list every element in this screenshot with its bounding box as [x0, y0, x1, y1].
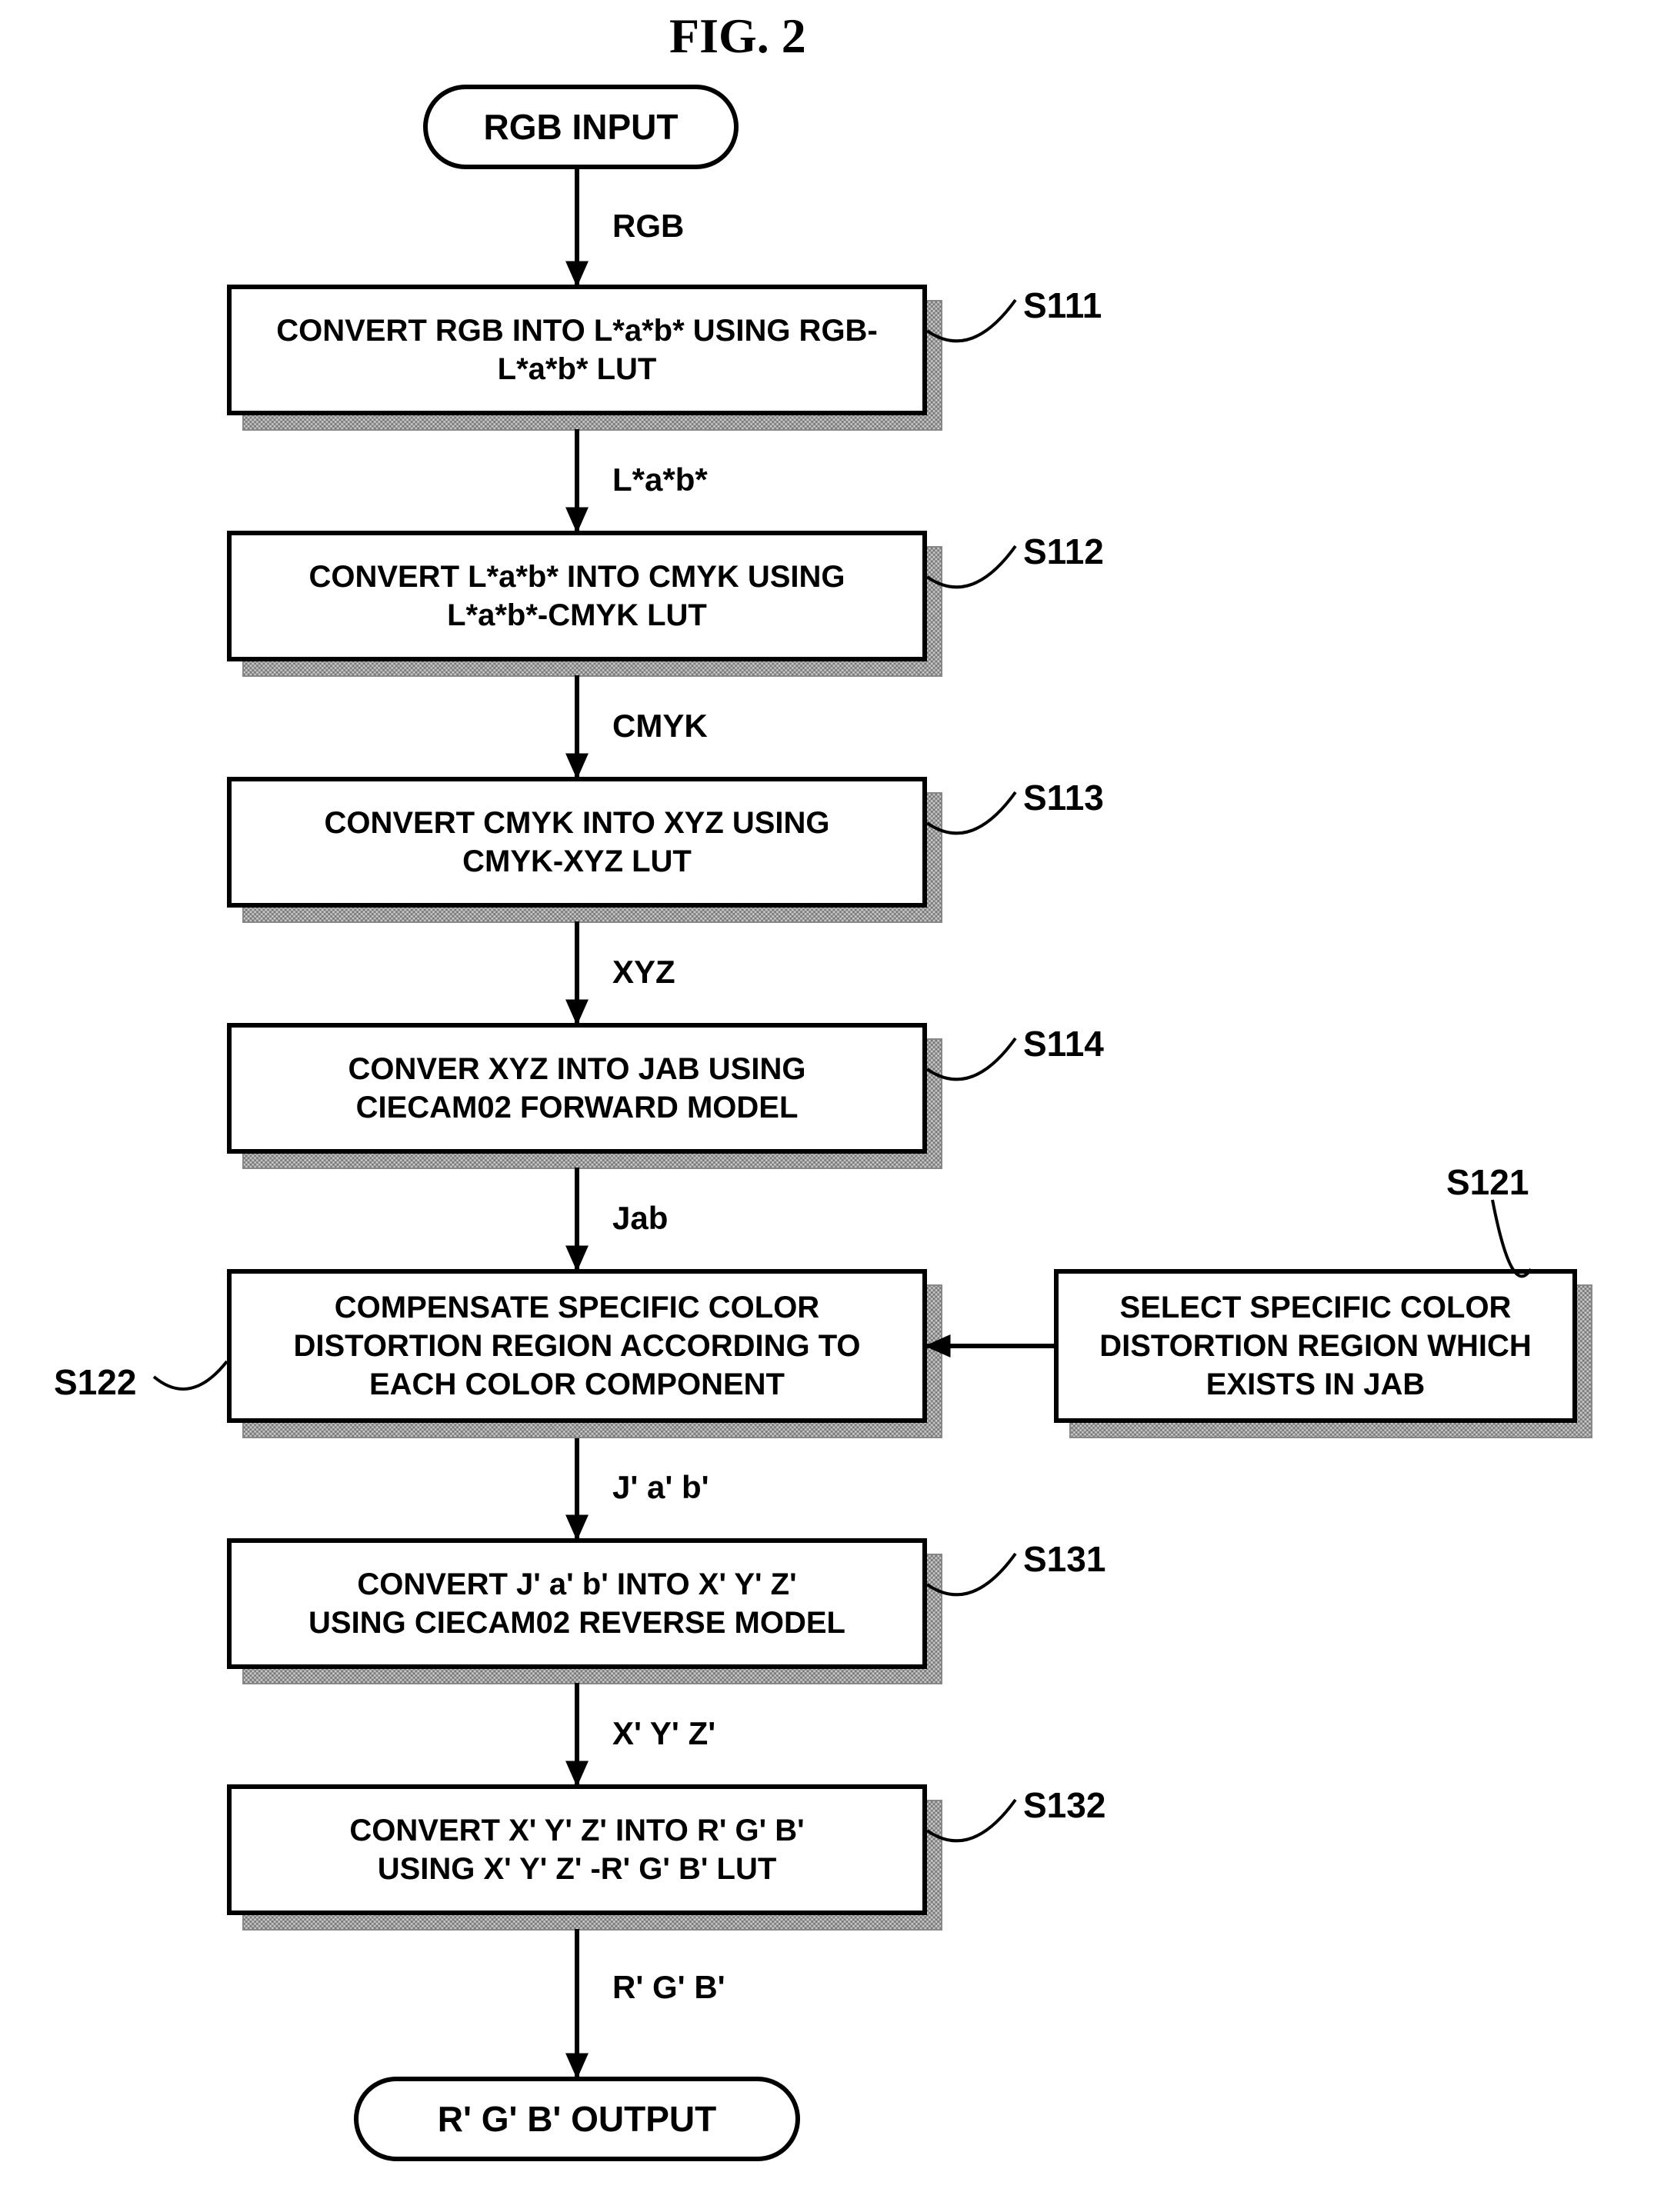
- edge-label-e4: Jab: [608, 1200, 672, 1237]
- leader-s121: [1492, 1200, 1531, 1276]
- process-s111: CONVERT RGB INTO L*a*b* USING RGB- L*a*b…: [227, 285, 942, 431]
- process-box: CONVER XYZ INTO JAB USING CIECAM02 FORWA…: [227, 1023, 927, 1154]
- edge-label-e2: CMYK: [608, 708, 712, 745]
- step-label-s112: S112: [1023, 531, 1104, 572]
- edge-label-e0: RGB: [608, 208, 689, 245]
- step-label-s114: S114: [1023, 1023, 1104, 1064]
- process-s114: CONVER XYZ INTO JAB USING CIECAM02 FORWA…: [227, 1023, 942, 1169]
- figure-title: FIG. 2: [669, 8, 806, 65]
- edge-label-e7: R' G' B': [608, 1969, 730, 2006]
- terminator-end: R' G' B' OUTPUT: [354, 2077, 800, 2161]
- step-label-s131: S131: [1023, 1538, 1105, 1580]
- edge-label-e5: J' a' b': [608, 1469, 714, 1506]
- leader-s122: [154, 1361, 227, 1389]
- process-s132: CONVERT X' Y' Z' INTO R' G' B' USING X' …: [227, 1784, 942, 1931]
- process-s112: CONVERT L*a*b* INTO CMYK USING L*a*b*-CM…: [227, 531, 942, 677]
- edge-label-e1: L*a*b*: [608, 461, 712, 498]
- process-box: COMPENSATE SPECIFIC COLOR DISTORTION REG…: [227, 1269, 927, 1423]
- step-label-s111: S111: [1023, 285, 1102, 326]
- process-box: CONVERT CMYK INTO XYZ USING CMYK-XYZ LUT: [227, 777, 927, 908]
- process-box: CONVERT RGB INTO L*a*b* USING RGB- L*a*b…: [227, 285, 927, 415]
- process-box: SELECT SPECIFIC COLOR DISTORTION REGION …: [1054, 1269, 1577, 1423]
- step-label-s121: S121: [1446, 1161, 1529, 1203]
- step-label-s122: S122: [54, 1361, 136, 1403]
- terminator-start: RGB INPUT: [423, 85, 739, 169]
- edge-label-e6: X' Y' Z': [608, 1715, 720, 1752]
- process-s121: SELECT SPECIFIC COLOR DISTORTION REGION …: [1054, 1269, 1592, 1438]
- step-label-s113: S113: [1023, 777, 1104, 818]
- edge-label-e3: XYZ: [608, 954, 680, 991]
- process-s113: CONVERT CMYK INTO XYZ USING CMYK-XYZ LUT: [227, 777, 942, 923]
- process-s122: COMPENSATE SPECIFIC COLOR DISTORTION REG…: [227, 1269, 942, 1438]
- step-label-s132: S132: [1023, 1784, 1105, 1826]
- process-s131: CONVERT J' a' b' INTO X' Y' Z' USING CIE…: [227, 1538, 942, 1684]
- process-box: CONVERT X' Y' Z' INTO R' G' B' USING X' …: [227, 1784, 927, 1915]
- process-box: CONVERT J' a' b' INTO X' Y' Z' USING CIE…: [227, 1538, 927, 1669]
- process-box: CONVERT L*a*b* INTO CMYK USING L*a*b*-CM…: [227, 531, 927, 661]
